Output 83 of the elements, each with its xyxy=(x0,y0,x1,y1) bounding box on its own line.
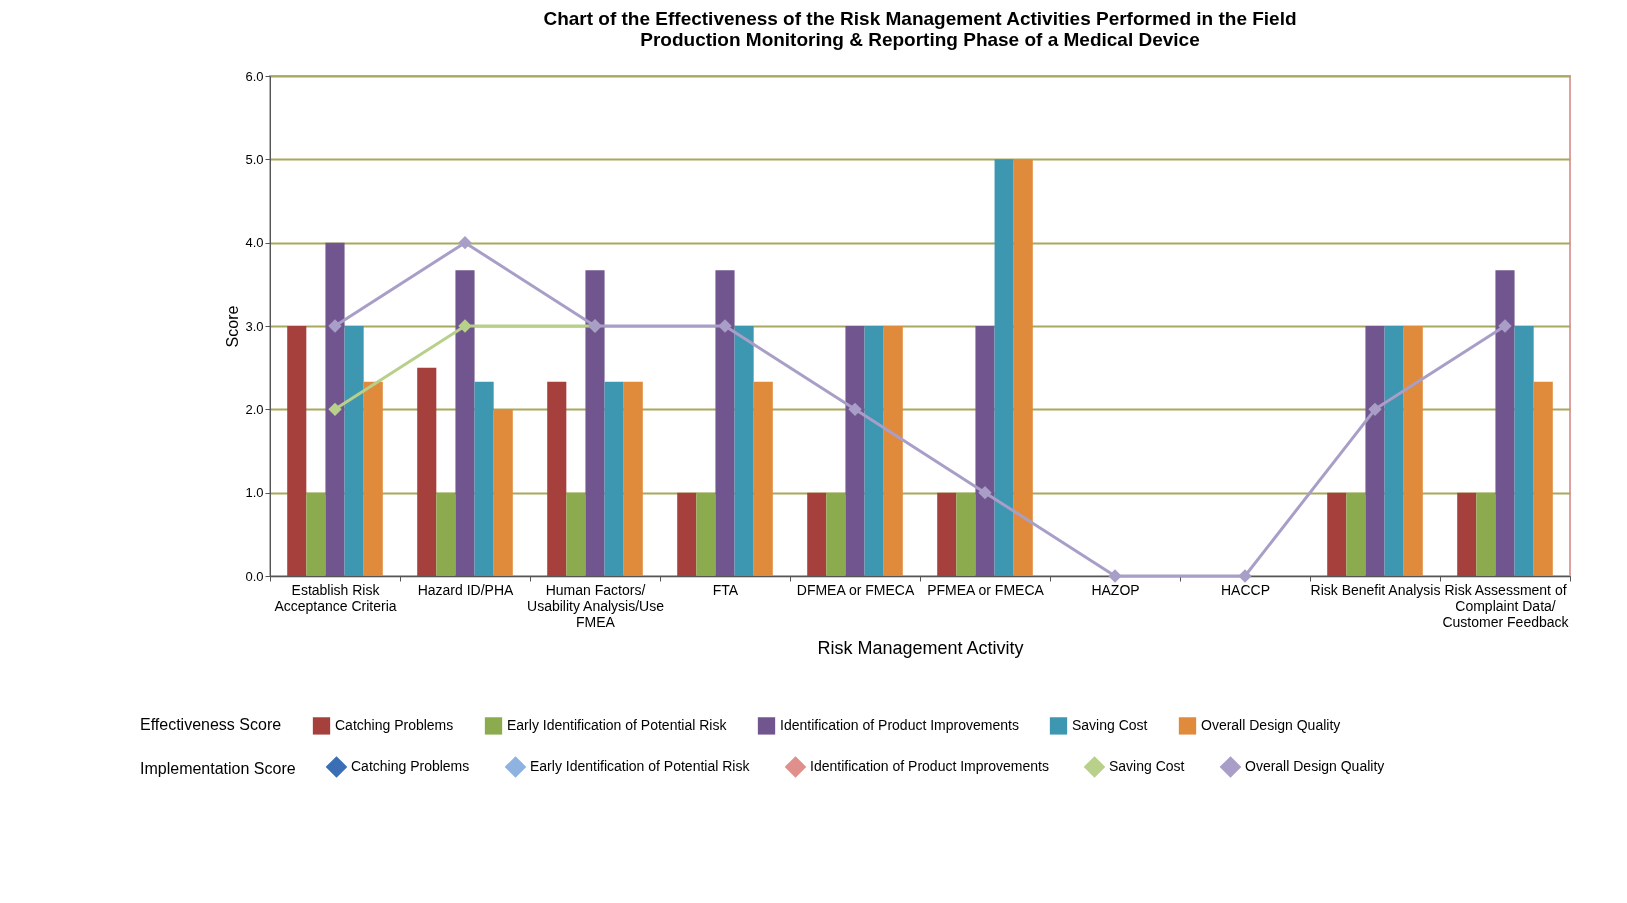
x-tick-label: HAZOP xyxy=(1091,581,1140,598)
bar xyxy=(1346,492,1366,576)
bar xyxy=(734,326,754,576)
bar xyxy=(474,381,494,576)
y-tick-label: 3.0 xyxy=(245,318,264,334)
bar xyxy=(1495,270,1515,576)
legend-label: Catching Problems xyxy=(335,716,454,733)
text: Implementation Score xyxy=(140,760,296,777)
bar xyxy=(1403,326,1423,576)
x-tick-label: FTA xyxy=(712,581,739,598)
bar xyxy=(1533,381,1553,576)
bar xyxy=(363,381,383,576)
bar xyxy=(826,492,846,576)
y-tick-label: 1.0 xyxy=(245,485,264,501)
bar xyxy=(696,492,716,576)
x-tick-label: HACCP xyxy=(1220,581,1271,598)
chart-title: Chart of the Effectiveness of the Risk Management Activities Performed in the Field Production Monitoring & Reporting Phase of a Medical Device xyxy=(543,8,1297,50)
bar xyxy=(344,326,364,576)
bar xyxy=(436,492,456,576)
bar xyxy=(753,381,773,576)
point xyxy=(1238,569,1252,583)
bar xyxy=(585,270,605,576)
bar xyxy=(1457,492,1477,576)
point xyxy=(718,319,732,333)
bar xyxy=(1476,492,1496,576)
legend-label: Early Identification of Potential Risk xyxy=(507,716,728,733)
legend-label: Identification of Product Improvements xyxy=(780,716,1019,733)
bar xyxy=(493,409,513,576)
bar xyxy=(1013,159,1033,576)
bar xyxy=(1514,326,1534,576)
legend-label: Overall Design Quality xyxy=(1245,757,1385,774)
bar xyxy=(975,326,995,576)
bar xyxy=(845,326,865,576)
bar xyxy=(715,270,735,576)
x-tick-label: DFMEA or FMECA xyxy=(796,581,915,598)
legend-label: Catching Problems xyxy=(351,757,470,774)
x-tick-label: Risk Assessment of Complaint Data/ Customer Feedback xyxy=(1442,581,1570,630)
point xyxy=(1498,319,1512,333)
x-tick-label: PFMEA or FMECA xyxy=(927,581,1045,598)
bar xyxy=(417,367,437,576)
bar xyxy=(937,492,957,576)
y-tick-label: 2.0 xyxy=(245,401,264,417)
point xyxy=(458,235,472,250)
bar xyxy=(1327,492,1347,576)
point xyxy=(328,402,342,417)
bar xyxy=(677,492,697,576)
legend-label: Identification of Product Improvements xyxy=(810,757,1049,774)
point xyxy=(1108,569,1122,583)
bar xyxy=(956,492,976,576)
x-tick-label: Risk Benefit Analysis xyxy=(1310,581,1441,598)
y-tick-label: 5.0 xyxy=(245,151,264,167)
x-tick-label: Establish Risk Acceptance Criteria xyxy=(274,581,397,614)
bar xyxy=(623,381,643,576)
x-tick-label: Hazard ID/PHA xyxy=(417,581,515,598)
point xyxy=(1368,402,1382,417)
point xyxy=(978,485,992,500)
y-tick-label: 4.0 xyxy=(245,235,264,251)
bar xyxy=(807,492,827,576)
legend-label: Early Identification of Potential Risk xyxy=(530,757,751,774)
bar xyxy=(1365,326,1385,576)
y-tick-label: 0.0 xyxy=(245,568,264,584)
bar xyxy=(994,159,1014,576)
legend-label: Saving Cost xyxy=(1109,757,1185,774)
point xyxy=(458,319,472,333)
bar xyxy=(325,242,345,576)
y-tick-label: 6.0 xyxy=(245,68,264,84)
x-tick-label: Human Factors/ Usability Analysis/Use FMEA xyxy=(527,581,665,630)
bar xyxy=(604,381,624,576)
bar xyxy=(864,326,884,576)
y-axis-title: Score xyxy=(224,305,242,348)
legend-label: Overall Design Quality xyxy=(1201,716,1341,733)
bar xyxy=(883,326,903,576)
legend-label: Saving Cost xyxy=(1072,716,1148,733)
bar xyxy=(287,326,307,576)
bar xyxy=(455,270,475,576)
bar xyxy=(1384,326,1404,576)
text: Effectiveness Score xyxy=(140,716,282,733)
x-axis-title: Risk Management Activity xyxy=(817,637,1024,658)
bar xyxy=(566,492,586,576)
point xyxy=(848,402,862,417)
bar xyxy=(547,381,567,576)
bar xyxy=(306,492,326,576)
point xyxy=(328,319,342,333)
